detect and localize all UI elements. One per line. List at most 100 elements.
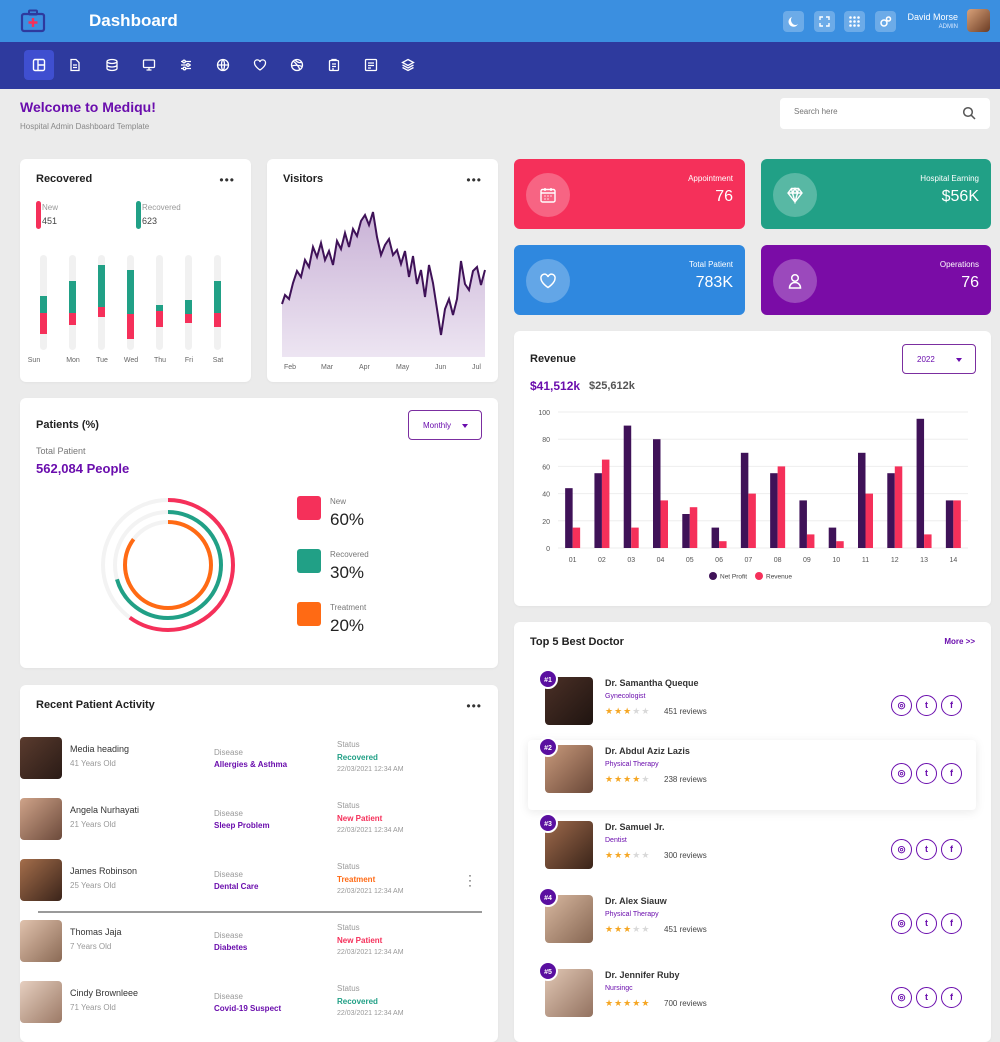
appointment-stat-card[interactable]: Appointment 76 bbox=[514, 159, 745, 229]
bar-new bbox=[185, 314, 192, 323]
doctor-name[interactable]: Dr. Jennifer Ruby bbox=[605, 970, 680, 980]
bar-net-profit bbox=[711, 527, 720, 548]
facebook-icon[interactable]: f bbox=[941, 695, 962, 716]
avatar[interactable] bbox=[20, 859, 62, 901]
facebook-icon[interactable]: f bbox=[941, 913, 962, 934]
monitor-icon[interactable] bbox=[134, 50, 164, 80]
total-patient-value: 562,084 People bbox=[36, 461, 130, 476]
dribbble-icon[interactable] bbox=[282, 50, 312, 80]
avatar[interactable] bbox=[20, 920, 62, 962]
twitter-icon[interactable]: t bbox=[916, 763, 937, 784]
avatar[interactable] bbox=[20, 981, 62, 1023]
fullscreen-icon[interactable] bbox=[814, 11, 835, 32]
bar-net-profit bbox=[887, 473, 895, 548]
patient-age: 41 Years Old bbox=[70, 759, 116, 768]
patient-name[interactable]: James Robinson bbox=[70, 866, 138, 876]
star-icon: ★ bbox=[632, 850, 642, 860]
instagram-icon[interactable]: ◎ bbox=[891, 987, 912, 1008]
rating-stars: ★★★★★ bbox=[605, 850, 650, 861]
year-dropdown[interactable]: 2022 bbox=[902, 344, 976, 374]
x-tick-label: 11 bbox=[862, 557, 869, 564]
medical-kit-logo[interactable] bbox=[20, 9, 46, 33]
doctor-name[interactable]: Dr. Abdul Aziz Lazis bbox=[605, 746, 690, 756]
clipboard-icon[interactable] bbox=[319, 50, 349, 80]
revenue-primary-value: $41,512k bbox=[530, 379, 581, 393]
twitter-icon[interactable]: t bbox=[916, 913, 937, 934]
disease-value[interactable]: Diabetes bbox=[214, 943, 248, 952]
doctor-list-item[interactable]: #1 Dr. Samantha Queque Gynecologist ★★★★★ 45… bbox=[528, 669, 976, 742]
more-options-icon[interactable]: ••• bbox=[466, 173, 482, 187]
rank-badge: #3 bbox=[538, 813, 558, 833]
x-tick-label: 04 bbox=[657, 557, 665, 564]
instagram-icon[interactable]: ◎ bbox=[891, 913, 912, 934]
doctor-list-item[interactable]: #5 Dr. Jennifer Ruby Nursingc ★★★★★ 700 revi… bbox=[528, 961, 976, 1034]
star-icon: ★ bbox=[641, 774, 651, 784]
settings-icon[interactable] bbox=[875, 11, 896, 32]
apps-grid-icon[interactable] bbox=[844, 11, 865, 32]
dashboard-icon[interactable] bbox=[24, 50, 54, 80]
instagram-icon[interactable]: ◎ bbox=[891, 763, 912, 784]
avatar[interactable] bbox=[20, 798, 62, 840]
facebook-icon[interactable]: f bbox=[941, 987, 962, 1008]
star-icon: ★ bbox=[614, 998, 624, 1008]
moon-icon[interactable] bbox=[783, 11, 804, 32]
avatar[interactable] bbox=[967, 9, 990, 32]
doctor-list-item[interactable]: #3 Dr. Samuel Jr. Dentist ★★★★★ 300 reviews ◎… bbox=[528, 813, 976, 886]
doctor-name[interactable]: Dr. Samuel Jr. bbox=[605, 822, 665, 832]
instagram-icon[interactable]: ◎ bbox=[891, 839, 912, 860]
bar-net-profit bbox=[594, 473, 602, 548]
bar-revenue bbox=[660, 500, 668, 548]
star-icon: ★ bbox=[632, 998, 642, 1008]
x-tick-label: 05 bbox=[686, 557, 694, 564]
twitter-icon[interactable]: t bbox=[916, 695, 937, 716]
more-options-icon[interactable]: ••• bbox=[466, 699, 482, 713]
search-icon[interactable] bbox=[962, 106, 976, 120]
doctor-name[interactable]: Dr. Alex Siauw bbox=[605, 896, 667, 906]
user-name[interactable]: David Morse bbox=[907, 12, 958, 22]
facebook-icon[interactable]: f bbox=[941, 839, 962, 860]
operations-stat-card[interactable]: Operations 76 bbox=[761, 245, 991, 315]
disease-value[interactable]: Allergies & Asthma bbox=[214, 760, 288, 769]
sliders-icon[interactable] bbox=[171, 50, 201, 80]
instagram-icon[interactable]: ◎ bbox=[891, 695, 912, 716]
twitter-icon[interactable]: t bbox=[916, 987, 937, 1008]
search-input[interactable] bbox=[794, 107, 944, 116]
bar-revenue bbox=[719, 541, 727, 548]
table-row[interactable]: Cindy Brownleee 71 Years Old Disease Covid-… bbox=[20, 981, 478, 1042]
row-options-icon[interactable]: · · · bbox=[468, 868, 472, 892]
patient-name[interactable]: Thomas Jaja bbox=[70, 927, 122, 937]
disease-value[interactable]: Dental Care bbox=[214, 882, 259, 891]
earning-stat-card[interactable]: Hospital Earning $56K bbox=[761, 159, 991, 229]
database-icon[interactable] bbox=[97, 50, 127, 80]
rating-stars: ★★★★★ bbox=[605, 924, 650, 935]
total-patient-stat-card[interactable]: Total Patient 783K bbox=[514, 245, 745, 315]
more-options-icon[interactable]: ••• bbox=[219, 173, 235, 187]
table-row[interactable]: Media heading 41 Years Old Disease Allergie… bbox=[20, 737, 478, 798]
doctor-name[interactable]: Dr. Samantha Queque bbox=[605, 678, 699, 688]
patient-name[interactable]: Media heading bbox=[70, 744, 130, 754]
period-dropdown[interactable]: Monthly bbox=[408, 410, 482, 440]
table-row[interactable]: James Robinson 25 Years Old Disease Dental … bbox=[20, 859, 478, 920]
document-icon[interactable] bbox=[60, 50, 90, 80]
heart-icon[interactable] bbox=[245, 50, 275, 80]
doctor-list-item[interactable]: #2 Dr. Abdul Aziz Lazis Physical Therapy ★★… bbox=[528, 737, 976, 810]
more-link[interactable]: More >> bbox=[944, 637, 975, 646]
x-tick-label: 08 bbox=[774, 557, 782, 564]
disease-value[interactable]: Sleep Problem bbox=[214, 821, 270, 830]
avatar[interactable] bbox=[20, 737, 62, 779]
twitter-icon[interactable]: t bbox=[916, 839, 937, 860]
patients-title: Patients (%) bbox=[36, 419, 99, 431]
y-tick-label: 80 bbox=[542, 437, 550, 444]
globe-icon[interactable] bbox=[208, 50, 238, 80]
doctor-list-item[interactable]: #4 Dr. Alex Siauw Physical Therapy ★★★★★ 451… bbox=[528, 887, 976, 960]
patient-name[interactable]: Cindy Brownleee bbox=[70, 988, 139, 998]
patient-name[interactable]: Angela Nurhayati bbox=[70, 805, 140, 815]
facebook-icon[interactable]: f bbox=[941, 763, 962, 784]
layers-icon[interactable] bbox=[393, 50, 423, 80]
table-row[interactable]: Thomas Jaja 7 Years Old Disease Diabetes Sta… bbox=[20, 920, 478, 981]
status-date: 22/03/2021 12:34 AM bbox=[337, 766, 404, 773]
rating-stars: ★★★★★ bbox=[605, 998, 650, 1009]
disease-value[interactable]: Covid-19 Suspect bbox=[214, 1004, 282, 1013]
report-icon[interactable] bbox=[356, 50, 386, 80]
table-row[interactable]: Angela Nurhayati 21 Years Old Disease Sleep… bbox=[20, 798, 478, 859]
